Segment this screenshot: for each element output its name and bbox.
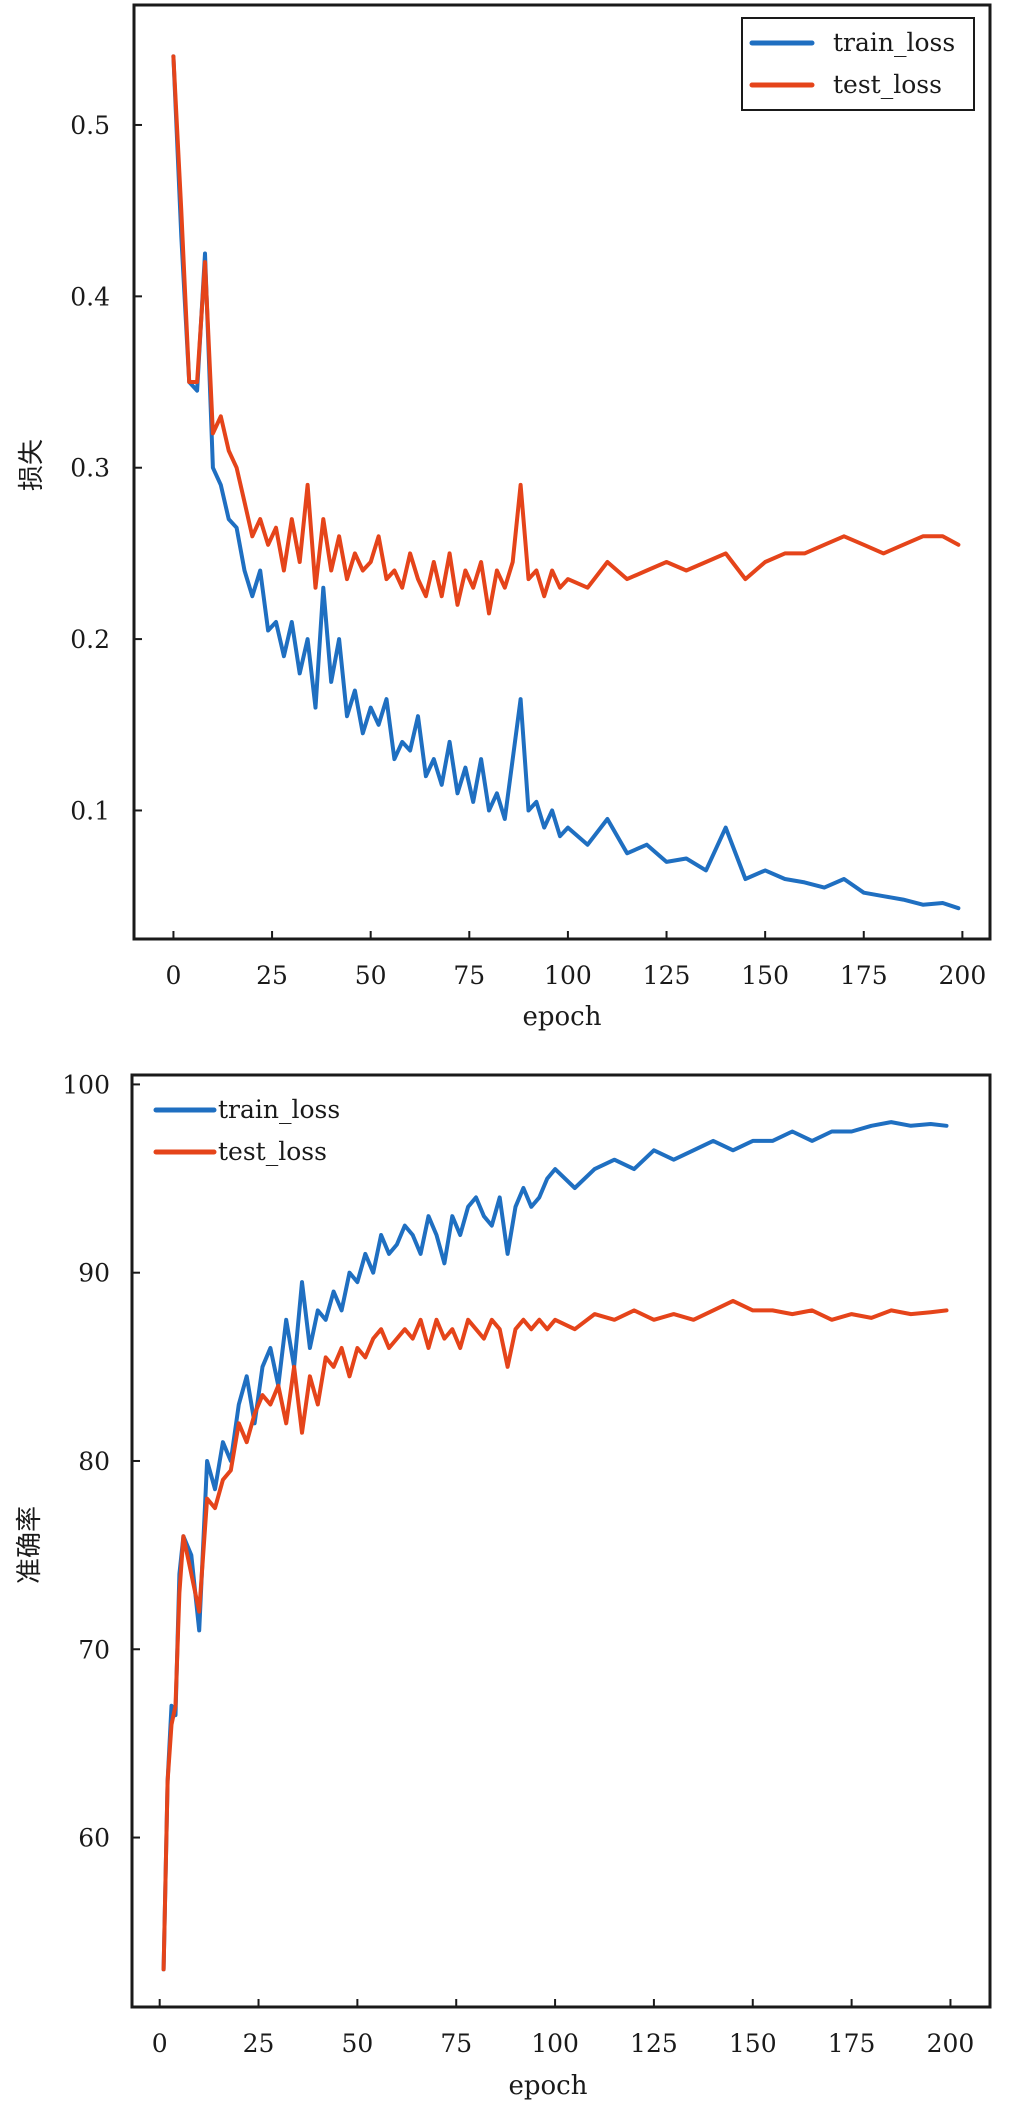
accuracy-series-train-line xyxy=(161,1120,949,1972)
loss-y-tick-label: 0.3 xyxy=(70,454,110,483)
accuracy-x-tick-label: 150 xyxy=(729,2029,777,2058)
accuracy-y-tick-label: 100 xyxy=(62,1070,110,1099)
accuracy-legend-test-label: test_loss xyxy=(218,1137,327,1166)
accuracy-y-tick-label: 90 xyxy=(78,1259,110,1288)
loss-x-tick-label: 150 xyxy=(741,961,789,990)
loss-legend: train_loss test_loss xyxy=(741,17,975,111)
loss-x-tick-label: 25 xyxy=(256,961,288,990)
accuracy-plot-frame xyxy=(130,1073,992,2009)
accuracy-legend: train_loss test_loss xyxy=(153,1095,340,1166)
loss-x-tick-label: 75 xyxy=(453,961,485,990)
loss-series xyxy=(171,54,961,911)
loss-x-tick-label: 100 xyxy=(544,961,592,990)
accuracy-y-axis-label: 准确率 xyxy=(15,1506,45,1584)
accuracy-x-tick-label: 175 xyxy=(828,2029,876,2058)
loss-legend-test-label: test_loss xyxy=(833,70,942,99)
loss-legend-box xyxy=(741,17,975,111)
loss-x-axis-label: epoch xyxy=(523,1002,602,1032)
loss-x-tick-label: 125 xyxy=(643,961,691,990)
loss-y-tick-label: 0.4 xyxy=(70,282,110,311)
accuracy-y-tick-label: 70 xyxy=(78,1635,110,1664)
loss-x-tick-label: 0 xyxy=(165,961,181,990)
loss-x-tick-label: 200 xyxy=(939,961,987,990)
accuracy-x-tick-label: 75 xyxy=(440,2029,472,2058)
loss-x-ticks: 0 25 50 75 100 125 150 175 200 xyxy=(165,931,986,990)
loss-y-ticks: 0.1 0.2 0.3 0.4 0.5 xyxy=(70,111,142,825)
accuracy-series xyxy=(161,1120,949,1972)
loss-x-tick-label: 175 xyxy=(840,961,888,990)
loss-chart: 0 25 50 75 100 125 150 175 200 0.1 0.2 0.3 0.4 0.5 e… xyxy=(17,3,992,1032)
accuracy-x-tick-label: 125 xyxy=(630,2029,678,2058)
accuracy-x-tick-label: 100 xyxy=(531,2029,579,2058)
loss-y-axis-label: 损失 xyxy=(17,439,47,491)
accuracy-x-tick-label: 50 xyxy=(341,2029,373,2058)
loss-series-train-line xyxy=(171,54,961,911)
accuracy-y-ticks: 60 70 80 90 100 xyxy=(62,1070,140,1853)
accuracy-y-tick-label: 80 xyxy=(78,1447,110,1476)
accuracy-y-tick-label: 60 xyxy=(78,1824,110,1853)
loss-y-tick-label: 0.1 xyxy=(70,796,110,825)
accuracy-x-tick-label: 25 xyxy=(243,2029,275,2058)
loss-y-tick-label: 0.2 xyxy=(70,625,110,654)
accuracy-legend-train-label: train_loss xyxy=(218,1095,340,1124)
accuracy-x-tick-label: 200 xyxy=(927,2029,975,2058)
accuracy-x-ticks: 0 25 50 75 100 125 150 175 200 xyxy=(152,1999,975,2058)
loss-x-tick-label: 50 xyxy=(355,961,387,990)
loss-legend-train-label: train_loss xyxy=(833,28,955,57)
loss-y-tick-label: 0.5 xyxy=(70,111,110,140)
loss-series-test-line xyxy=(171,54,961,616)
accuracy-x-tick-label: 0 xyxy=(152,2029,168,2058)
loss-plot-frame xyxy=(132,3,992,941)
accuracy-x-axis-label: epoch xyxy=(509,2071,588,2101)
accuracy-series-test-line xyxy=(161,1298,949,1972)
accuracy-chart: 0 25 50 75 100 125 150 175 200 60 70 80 90 100 epoch… xyxy=(15,1070,992,2101)
